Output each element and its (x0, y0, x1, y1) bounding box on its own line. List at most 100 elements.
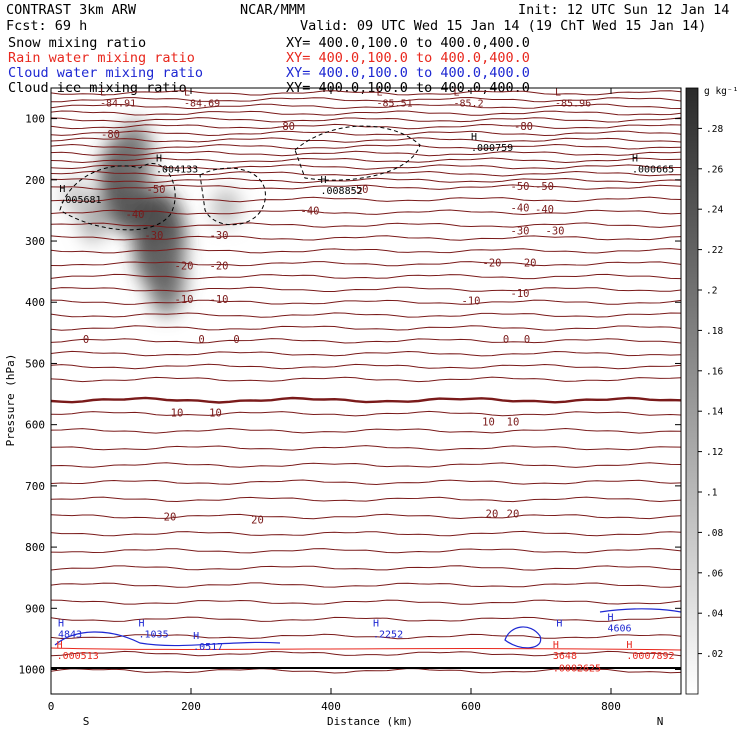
extreme-marker: L (100, 87, 106, 98)
colorbar-unit: g kg⁻¹ (704, 86, 738, 97)
x-axis-left-end: S (83, 715, 90, 728)
cloud-water-contour (504, 626, 542, 649)
field-xy: XY= 400.0,100.0 to 400.0,400.0 (286, 35, 530, 51)
temperature-contour (51, 410, 681, 417)
x-tick-label: 200 (181, 700, 201, 713)
temperature-label: -80 (101, 129, 120, 141)
temperature-label: -50 (535, 181, 554, 193)
temperature-label: 0 (524, 334, 530, 346)
extreme-marker: H (58, 619, 64, 630)
extreme-value: .2252 (373, 630, 403, 641)
colorbar-tick-label: .28 (706, 124, 723, 135)
extreme-marker: L (377, 87, 383, 98)
temperature-label: -80 (276, 121, 295, 133)
temperature-contour (51, 582, 681, 588)
temperature-label: 20 (486, 508, 499, 520)
temperature-label: 20 (251, 515, 264, 527)
temperature-label: 0 (83, 334, 89, 346)
temperature-label: -20 (518, 257, 537, 269)
extreme-marker: H (556, 619, 562, 630)
temperature-label: -10 (210, 294, 229, 306)
y-tick-label: 700 (25, 480, 45, 493)
temperature-label: -20 (175, 261, 194, 273)
extreme-value: -84.91 (100, 98, 136, 109)
y-tick-label: 100 (25, 113, 45, 126)
y-tick-label: 1000 (19, 664, 46, 677)
temperature-contour (51, 599, 681, 605)
rain-water-contour (51, 647, 681, 651)
colorbar-tick-label: .24 (706, 205, 723, 216)
extreme-value: .1035 (139, 630, 169, 641)
y-tick-label: 200 (25, 174, 45, 187)
temperature-label: -10 (511, 288, 530, 300)
extreme-marker: L (184, 87, 190, 98)
temperature-contour (51, 427, 681, 434)
extreme-marker: H (139, 619, 145, 630)
temperature-contour (51, 177, 681, 184)
temperature-contour (51, 363, 681, 370)
extreme-marker: H (321, 175, 327, 186)
colorbar-tick-label: .04 (706, 609, 723, 620)
colorbar-tick-label: .02 (706, 649, 723, 660)
temperature-contour (51, 616, 681, 622)
temperature-contour (51, 170, 681, 177)
temperature-contour (51, 235, 681, 241)
extreme-marker: H (626, 640, 632, 651)
temperature-label: -50 (511, 181, 530, 193)
colorbar-scale (685, 87, 699, 695)
colorbar-tick-label: .2 (706, 286, 717, 297)
y-axis-label: Pressure (hPa) (4, 354, 17, 447)
temperature-contour (51, 513, 681, 520)
cloud-ice-contour (59, 163, 176, 231)
extreme-value: .0517 (193, 642, 223, 653)
colorbar-tick-label: .12 (706, 447, 723, 458)
temperature-contour (51, 222, 681, 228)
temperature-contour (51, 312, 681, 318)
x-tick-label: 0 (48, 700, 55, 713)
temperature-label: -50 (147, 184, 166, 196)
init-time: Init: 12 UTC Sun 12 Jan 14 (518, 2, 729, 18)
snow-shading (61, 121, 240, 316)
field-name: Snow mixing ratio (8, 35, 146, 51)
x-tick-label: 400 (321, 700, 341, 713)
temperature-contour (51, 157, 681, 164)
extreme-marker: H (156, 153, 162, 164)
temperature-contour (51, 209, 681, 216)
temperature-contours (51, 90, 681, 674)
extreme-value: .008852 (321, 186, 363, 197)
extreme-marker: H (608, 613, 614, 624)
y-tick-label: 600 (25, 419, 45, 432)
field-name: Rain water mixing ratio (8, 50, 195, 66)
colorbar-tick-label: .22 (706, 245, 723, 256)
temperature-label: -30 (511, 226, 530, 238)
extreme-value: .000665 (632, 164, 674, 175)
temperature-label: 0 (503, 334, 509, 346)
temperature-contour (51, 338, 681, 344)
model-center: NCAR/MMM (240, 2, 305, 18)
y-tick-label: 300 (25, 235, 45, 248)
temperature-label: -50 (350, 184, 369, 196)
cloud-water-contour (54, 631, 281, 647)
snow-blob (212, 188, 240, 227)
extreme-marker: H (193, 631, 199, 642)
temperature-contour (51, 650, 681, 657)
temperature-contour (51, 376, 681, 383)
temperature-contour (51, 396, 681, 404)
extreme-value: .0002625 (553, 663, 601, 674)
valid-time: Valid: 09 UTC Wed 15 Jan 14 (19 ChT Wed … (300, 18, 706, 34)
field-xy: XY= 400.0,100.0 to 400.0,400.0 (286, 65, 530, 81)
temperature-label: -30 (546, 226, 565, 238)
temperature-contour (51, 137, 681, 143)
temperature-label: -10 (175, 294, 194, 306)
cloud-water-contour (599, 608, 681, 613)
field-name: Cloud water mixing ratio (8, 65, 203, 81)
extreme-marker: H (59, 184, 65, 195)
temperature-label: 20 (507, 508, 520, 520)
contour-labels: -80 -80 -80 -50 -50 -50 -50 -40 -40 -40 -40 -30 -30 -… (83, 121, 565, 527)
temperature-label: 10 (507, 417, 520, 429)
colorbar-tick-label: .06 (706, 568, 723, 579)
temperature-contour (51, 261, 681, 267)
temperature-contour (51, 110, 681, 116)
temperature-contour (51, 123, 681, 130)
